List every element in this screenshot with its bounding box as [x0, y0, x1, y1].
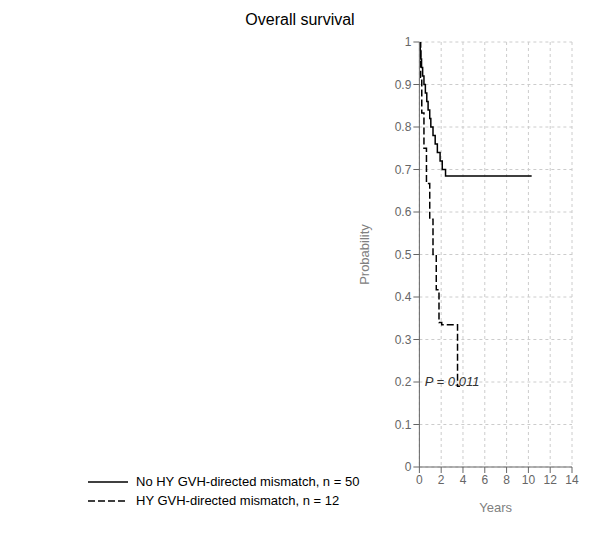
html-text:Overall survival: Overall survival [245, 11, 355, 28]
svg-text:8: 8 [503, 473, 510, 487]
svg-text:6: 6 [481, 473, 488, 487]
svg-text:0.1: 0.1 [395, 418, 412, 432]
svg-text:12: 12 [544, 473, 558, 487]
svg-text:P = 0.011: P = 0.011 [425, 374, 480, 389]
svg-text:0.5: 0.5 [395, 248, 412, 262]
svg-text:0.7: 0.7 [395, 163, 412, 177]
html-text:No HY GVH-directed mismatch, n: No HY GVH-directed mismatch, n = 50 [136, 474, 360, 489]
svg-text:0.8: 0.8 [395, 120, 412, 134]
svg-text:0.6: 0.6 [395, 205, 412, 219]
svg-text:10: 10 [522, 473, 536, 487]
svg-text:Probability: Probability [357, 224, 372, 285]
svg-text:4: 4 [460, 473, 467, 487]
svg-text:0.2: 0.2 [395, 375, 412, 389]
svg-text:0: 0 [416, 473, 423, 487]
svg-text:0.4: 0.4 [395, 290, 412, 304]
html-text:HY GVH-directed mismatch, n =: HY GVH-directed mismatch, n = 12 [136, 493, 340, 508]
svg-text:14: 14 [565, 473, 579, 487]
svg-text:Years: Years [479, 500, 512, 515]
svg-text:0.3: 0.3 [395, 333, 412, 347]
svg-text:1: 1 [405, 35, 412, 49]
svg-text:0.9: 0.9 [395, 78, 412, 92]
svg-text:0: 0 [405, 460, 412, 474]
svg-text:2: 2 [438, 473, 445, 487]
